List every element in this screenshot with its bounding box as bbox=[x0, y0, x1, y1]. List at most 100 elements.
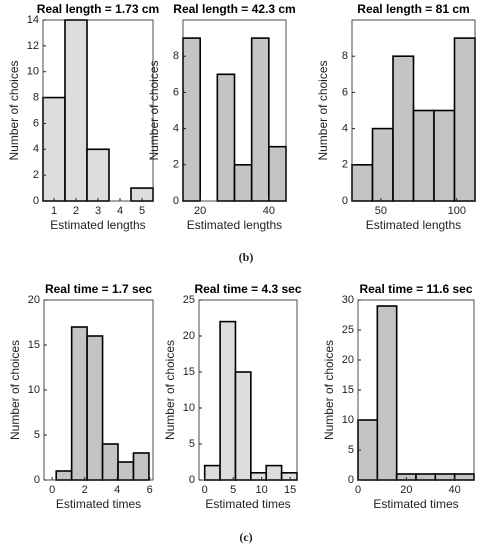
x-tick-label: 5 bbox=[139, 205, 145, 217]
y-axis-label: Number of choices bbox=[322, 340, 336, 440]
y-tick-label: 10 bbox=[342, 414, 354, 426]
x-tick-label: 0 bbox=[49, 484, 55, 496]
y-tick-label: 0 bbox=[33, 195, 39, 207]
y-tick-label: 15 bbox=[183, 366, 195, 378]
bar bbox=[86, 148, 110, 202]
x-tick-label: 50 bbox=[375, 205, 387, 217]
x-tick-label: 3 bbox=[95, 205, 101, 217]
bar bbox=[234, 371, 252, 481]
y-tick-label: 6 bbox=[173, 86, 179, 98]
y-tick-label: 6 bbox=[33, 117, 39, 129]
chart-title: Real time = 1.7 sec bbox=[45, 282, 152, 296]
y-axis-label: Number of choices bbox=[316, 60, 330, 160]
y-axis-label: Number of choices bbox=[8, 340, 22, 440]
x-tick-label: 100 bbox=[448, 205, 466, 217]
y-tick-label: 8 bbox=[173, 50, 179, 62]
y-tick-label: 10 bbox=[27, 66, 39, 78]
y-axis-label: Number of choices bbox=[163, 340, 177, 440]
axes-box bbox=[351, 19, 476, 202]
y-tick-label: 0 bbox=[342, 195, 348, 207]
bar bbox=[233, 164, 253, 202]
x-axis-label: Estimated times bbox=[205, 497, 290, 511]
x-tick-label: 4 bbox=[117, 205, 123, 217]
bar bbox=[433, 109, 456, 202]
y-axis-label: Number of choices bbox=[147, 60, 161, 160]
bar bbox=[70, 326, 88, 481]
y-tick-label: 5 bbox=[189, 438, 195, 450]
bar bbox=[392, 55, 415, 202]
x-axis-label: Estimated lengths bbox=[50, 218, 145, 232]
bar bbox=[351, 164, 374, 202]
bar bbox=[64, 19, 88, 202]
y-tick-label: 0 bbox=[34, 474, 40, 486]
y-tick-label: 2 bbox=[33, 169, 39, 181]
y-tick-label: 15 bbox=[342, 384, 354, 396]
y-tick-label: 5 bbox=[348, 444, 354, 456]
bar bbox=[86, 335, 104, 481]
chart-title: Real time = 4.3 sec bbox=[194, 282, 301, 296]
bar bbox=[412, 109, 435, 202]
x-tick-label: 40 bbox=[449, 484, 461, 496]
x-tick-label: 2 bbox=[73, 205, 79, 217]
bar bbox=[453, 473, 475, 481]
chart-title: Real length = 42.3 cm bbox=[173, 2, 295, 16]
y-tick-label: 8 bbox=[342, 50, 348, 62]
bar bbox=[250, 37, 270, 202]
x-tick-label: 10 bbox=[256, 484, 268, 496]
bar bbox=[101, 443, 119, 481]
x-tick-label: 1 bbox=[51, 205, 57, 217]
bar bbox=[371, 127, 394, 202]
y-tick-label: 12 bbox=[27, 40, 39, 52]
y-tick-label: 20 bbox=[183, 330, 195, 342]
y-tick-label: 14 bbox=[27, 14, 39, 26]
chart-title: Real length = 81 cm bbox=[357, 2, 469, 16]
x-tick-label: 20 bbox=[194, 205, 206, 217]
chart-title: Real time = 11.6 sec bbox=[359, 282, 472, 296]
caption: (b) bbox=[239, 250, 254, 264]
x-tick-label: 15 bbox=[284, 484, 296, 496]
bar bbox=[268, 145, 287, 202]
y-tick-label: 0 bbox=[173, 195, 179, 207]
bar bbox=[182, 37, 201, 202]
caption: (c) bbox=[239, 530, 252, 544]
y-tick-label: 2 bbox=[342, 159, 348, 171]
y-tick-label: 15 bbox=[28, 339, 40, 351]
y-tick-label: 20 bbox=[342, 354, 354, 366]
y-tick-label: 0 bbox=[348, 474, 354, 486]
x-axis-label: Estimated times bbox=[373, 497, 458, 511]
x-tick-label: 2 bbox=[82, 484, 88, 496]
bar bbox=[434, 473, 456, 481]
x-axis-label: Estimated times bbox=[56, 497, 141, 511]
bar bbox=[280, 471, 298, 481]
y-tick-label: 4 bbox=[33, 143, 39, 155]
bar bbox=[250, 471, 268, 481]
bar bbox=[203, 464, 221, 481]
y-axis-label: Number of choices bbox=[7, 60, 21, 160]
x-tick-label: 0 bbox=[355, 484, 361, 496]
y-tick-label: 8 bbox=[33, 91, 39, 103]
y-tick-label: 30 bbox=[342, 294, 354, 306]
bar bbox=[42, 96, 66, 202]
bar bbox=[453, 37, 476, 202]
x-tick-label: 0 bbox=[202, 484, 208, 496]
y-tick-label: 25 bbox=[342, 324, 354, 336]
bar bbox=[55, 470, 73, 481]
y-tick-label: 5 bbox=[34, 429, 40, 441]
chart-title: Real length = 1.73 cm bbox=[37, 2, 159, 16]
y-tick-label: 0 bbox=[189, 474, 195, 486]
y-tick-label: 10 bbox=[28, 384, 40, 396]
bar bbox=[117, 461, 135, 481]
y-tick-label: 2 bbox=[173, 159, 179, 171]
x-tick-label: 40 bbox=[263, 205, 275, 217]
y-tick-label: 10 bbox=[183, 402, 195, 414]
x-tick-label: 20 bbox=[400, 484, 412, 496]
y-tick-label: 25 bbox=[183, 294, 195, 306]
x-axis-label: Estimated lengths bbox=[366, 218, 461, 232]
y-tick-label: 4 bbox=[173, 123, 179, 135]
bar bbox=[216, 73, 236, 202]
bar bbox=[219, 320, 237, 481]
bar bbox=[415, 473, 437, 481]
x-tick-label: 6 bbox=[147, 484, 153, 496]
x-tick-label: 5 bbox=[230, 484, 236, 496]
